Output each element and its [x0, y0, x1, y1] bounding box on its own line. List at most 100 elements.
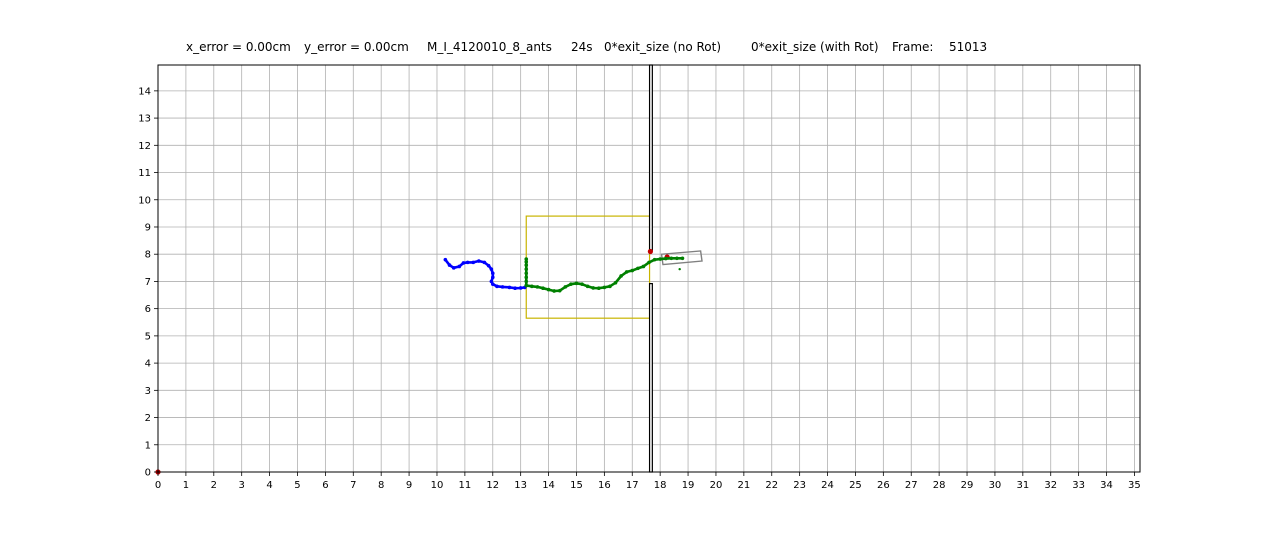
title-x-error: x_error = 0.00cm: [186, 40, 291, 54]
y-tick-label: 8: [145, 250, 151, 261]
x-tick-label: 3: [239, 480, 245, 491]
x-tick-label: 4: [266, 480, 272, 491]
trajectory-point: [669, 256, 674, 261]
x-tick-label: 28: [933, 480, 946, 491]
trajectory-point: [461, 261, 466, 265]
trajectory-point: [569, 282, 573, 286]
trajectory-point: [490, 282, 495, 286]
x-tick-label: 20: [710, 480, 723, 491]
trajectory-point: [680, 256, 685, 261]
trajectories: [443, 256, 685, 293]
x-tick-label: 1: [183, 480, 189, 491]
x-tick-label: 12: [486, 480, 499, 491]
yellow-boundary-box: [525, 215, 651, 319]
trajectory-point: [613, 280, 618, 285]
trajectory-point: [535, 285, 540, 289]
y-tick-label: 10: [138, 195, 151, 206]
trajectory-point: [541, 286, 545, 291]
x-tick-label: 2: [211, 480, 217, 491]
trajectory-point: [524, 271, 529, 276]
x-tick-label: 8: [378, 480, 384, 491]
title-experiment-name: M_I_4120010_8_ants: [427, 40, 552, 54]
trajectory-point: [451, 266, 456, 270]
trajectory-point: [524, 257, 529, 261]
trajectory-point: [457, 264, 462, 269]
title-exit-size-no-rot: 0*exit_size (no Rot): [604, 40, 721, 54]
trajectory-point: [443, 257, 448, 262]
red-marker: [647, 248, 653, 255]
x-tick-label: 26: [877, 480, 890, 491]
trajectory-point: [500, 285, 505, 289]
trajectory-point: [490, 271, 495, 276]
trajectory-point: [675, 256, 679, 261]
trajectory-point: [465, 260, 470, 265]
title-exit-size-with-rot: 0*exit_size (with Rot): [751, 40, 879, 54]
trajectory-green-2: [524, 257, 529, 288]
trajectory-point: [574, 281, 579, 286]
figure-title: x_error = 0.00cm y_error = 0.00cm M_I_41…: [186, 40, 987, 54]
wall-lower-segment: [648, 283, 653, 473]
trajectory-point: [663, 256, 668, 261]
trajectory-point: [518, 286, 523, 290]
trajectory-point: [596, 286, 601, 291]
x-tick-label: 33: [1072, 480, 1085, 491]
trajectory-point: [552, 289, 556, 293]
trajectory-point: [602, 285, 607, 290]
y-tick-label: 1: [145, 440, 151, 451]
x-tick-label: 15: [570, 480, 583, 491]
trajectory-point: [585, 284, 590, 289]
x-tick-label: 34: [1100, 480, 1113, 491]
trajectory-point: [580, 282, 584, 286]
x-tick-label: 13: [514, 480, 527, 491]
trajectory-point: [624, 270, 629, 274]
trajectory-point: [524, 263, 529, 267]
y-tick-label: 9: [145, 222, 151, 233]
x-tick-label: 16: [598, 480, 611, 491]
trajectory-point: [546, 287, 551, 292]
y-tick-label: 14: [138, 86, 151, 97]
trajectory-point: [477, 259, 481, 263]
x-tick-label: 32: [1044, 480, 1057, 491]
annotations: [155, 64, 703, 475]
x-tick-label: 21: [737, 480, 750, 491]
y-tick-label: 7: [145, 277, 151, 288]
trajectory-point: [658, 257, 662, 261]
x-tick-label: 31: [1016, 480, 1029, 491]
x-tick-label: 35: [1128, 480, 1141, 491]
x-tick-label: 19: [682, 480, 695, 491]
trajectory-point: [652, 257, 657, 262]
x-axis-ticks: 0 1 2 3 4 5 6 7 8 9 10 11 12 13 14 15 16 17 18 19 20 21 22 23 24…: [155, 472, 1141, 491]
trajectory-point: [524, 275, 529, 280]
y-tick-label: 13: [138, 114, 151, 125]
trajectory-point: [557, 288, 562, 293]
x-tick-label: 23: [793, 480, 806, 491]
x-tick-label: 30: [989, 480, 1002, 491]
y-tick-label: 5: [145, 331, 151, 342]
x-tick-label: 14: [542, 480, 555, 491]
trajectory-point: [641, 264, 646, 269]
y-tick-label: 0: [145, 468, 151, 479]
x-tick-label: 22: [765, 480, 778, 491]
trajectory-point: [482, 260, 487, 265]
x-tick-label: 10: [431, 480, 444, 491]
trajectory-point: [524, 267, 529, 271]
y-tick-label: 11: [138, 168, 151, 179]
trajectory-point: [490, 275, 495, 280]
x-tick-label: 7: [350, 480, 356, 491]
trajectory-blue-0: [443, 257, 527, 291]
x-tick-label: 6: [322, 480, 328, 491]
trajectory-point: [495, 284, 499, 289]
x-tick-label: 17: [626, 480, 639, 491]
trajectory-point: [591, 286, 596, 290]
x-tick-label: 11: [459, 480, 472, 491]
trajectory-point: [619, 274, 623, 278]
title-y-error: y_error = 0.00cm: [304, 40, 409, 54]
trajectory-point: [507, 285, 512, 290]
trajectory-point: [489, 267, 494, 271]
x-tick-label: 9: [406, 480, 412, 491]
trajectory-point: [524, 283, 529, 288]
trajectory-point: [489, 279, 494, 284]
x-tick-label: 27: [905, 480, 918, 491]
